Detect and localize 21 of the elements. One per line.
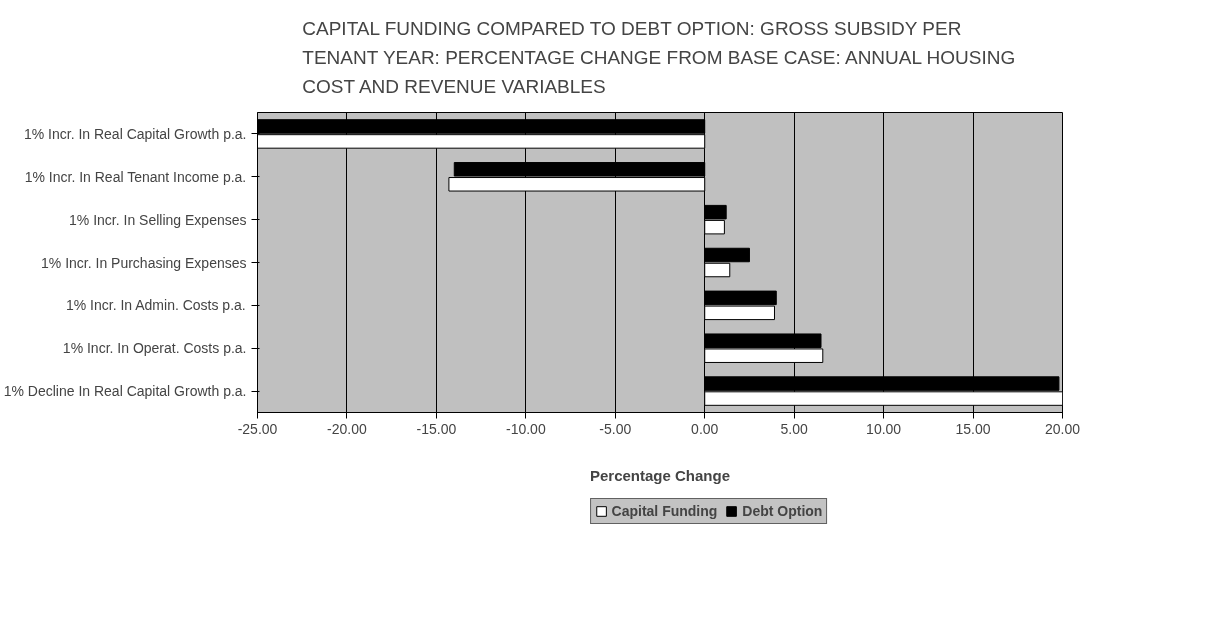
legend-label: Capital Funding — [611, 503, 718, 519]
y-tick-label: 1% Incr. In Admin. Costs p.a. — [65, 297, 246, 314]
x-tick-label: 15.00 — [955, 420, 991, 437]
x-tick-label: -20.00 — [327, 420, 368, 437]
y-tick-label: 1% Incr. In Operat. Costs p.a. — [62, 340, 247, 357]
x-tick-label: -10.00 — [505, 420, 546, 437]
y-tick-label: 1% Incr. In Real Capital Growth p.a. — [23, 125, 247, 142]
y-tick-label: 1% Incr. In Purchasing Expenses — [41, 254, 247, 271]
y-tick-label: 1% Incr. In Selling Expenses — [69, 211, 247, 228]
x-tick-label: -25.00 — [237, 420, 278, 437]
x-axis-title: Percentage Change — [589, 466, 731, 484]
x-tick-label: 10.00 — [866, 420, 902, 437]
legend-label: Debt Option — [742, 503, 823, 519]
x-tick-label: 0.00 — [691, 420, 719, 437]
y-tick-label: 1% Incr. In Real Tenant Income p.a. — [24, 168, 247, 185]
chart-title: CAPITAL FUNDING COMPARED TO DEBT OPTION: GROSS SUBSIDY PER TENANT YEAR: PERCENTAGE CHANGE FROM BASE CASE: ANNUAL HOUSING COST AND REVENUE VARIABLES — [302, 17, 1016, 98]
x-tick-label: 20.00 — [1044, 420, 1081, 437]
y-tick-label: 1% Decline In Real Capital Growth p.a. — [3, 383, 247, 400]
x-tick-label: -5.00 — [599, 420, 632, 437]
x-tick-label: -15.00 — [416, 420, 457, 437]
x-tick-label: 5.00 — [780, 420, 808, 437]
